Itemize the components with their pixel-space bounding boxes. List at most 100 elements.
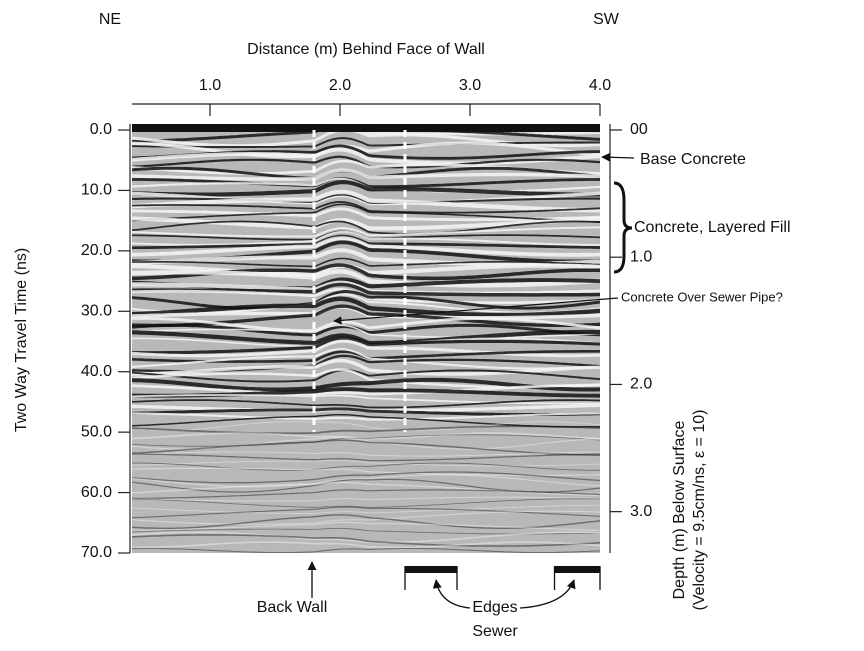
radar-band: [132, 234, 600, 250]
arrow: [601, 152, 635, 162]
radar-band: [132, 189, 600, 213]
radar-band: [132, 547, 600, 554]
chart-title: Distance (m) Behind Face of Wall: [247, 41, 485, 58]
y-tick-label: 70.0: [81, 544, 112, 561]
radar-band: [132, 226, 600, 238]
radar-band: [132, 439, 600, 457]
radar-band: [132, 432, 600, 440]
radar-band: [132, 348, 600, 370]
radar-band: [132, 324, 600, 339]
radar-band: [132, 437, 600, 450]
x-tick-label: 2.0: [329, 77, 351, 94]
corner-label: NE: [99, 11, 121, 28]
radar-band: [132, 316, 600, 333]
radar-band: [132, 478, 600, 493]
x-tick-label: 3.0: [459, 77, 481, 94]
y2-tick-label: 1.0: [630, 248, 652, 265]
y-tick-label: 60.0: [81, 484, 112, 501]
y-tick-label: 10.0: [81, 182, 112, 199]
radar-band: [132, 180, 600, 197]
y2-axis-sublabel: (Velocity = 9.5cm/ns, ε = 10): [691, 410, 708, 611]
x-tick-label: 4.0: [589, 77, 611, 94]
radar-band: [132, 177, 600, 189]
y-tick-label: 0.0: [90, 121, 112, 138]
radar-band: [132, 203, 600, 223]
annotation: Concrete Over Sewer Pipe?: [621, 289, 783, 304]
radar-band: [132, 290, 600, 310]
radar-band: [132, 269, 600, 288]
y-tick-label: 30.0: [81, 303, 112, 320]
radar-band: [132, 510, 600, 525]
y-tick-label: 50.0: [81, 423, 112, 440]
radar-band: [132, 147, 600, 166]
arrow: [432, 579, 471, 609]
radar-band: [132, 296, 600, 318]
radar-band: [132, 471, 600, 484]
radar-band: [132, 358, 600, 376]
radar-band: [132, 257, 600, 268]
y-axis-label: Two Way Travel Time (ns): [13, 248, 30, 432]
radar-band: [132, 521, 600, 532]
radar-band: [132, 207, 600, 222]
annotation: Back Wall: [257, 599, 328, 616]
annotation: Edges: [472, 599, 517, 616]
radar-band: [132, 421, 600, 431]
radar-band: [132, 425, 600, 435]
radar-band: [132, 514, 600, 529]
radar-band: [132, 541, 600, 549]
y-tick-label: 40.0: [81, 363, 112, 380]
y2-tick-label: 00: [630, 121, 648, 138]
radar-band: [132, 496, 600, 502]
radar-band: [132, 141, 600, 159]
radar-band: [132, 200, 600, 214]
radar-band: [132, 474, 600, 488]
radar-band: [132, 369, 600, 383]
overlay: 1.0 2.0 3.0 4.0 0.0 10.0 20.0 30.0 40.0 50.0 60.0 7…: [81, 77, 652, 590]
arrow: [333, 297, 619, 325]
radar-band: [132, 459, 600, 467]
radar-band: [132, 489, 600, 499]
radar-band: [132, 557, 600, 562]
radar-band: [132, 481, 600, 497]
radar-band: [132, 236, 600, 257]
radar-band: [132, 412, 600, 421]
annotation: Sewer: [472, 623, 518, 640]
x-tick-label: 1.0: [199, 77, 221, 94]
radar-band: [132, 220, 600, 235]
radar-band: [132, 336, 600, 355]
radar-band: [132, 230, 600, 246]
y-tick-label: 20.0: [81, 242, 112, 259]
annotation: Base Concrete: [640, 151, 746, 168]
radar-band: [132, 434, 600, 447]
annotation: Concrete, Layered Fill: [634, 219, 791, 236]
radar-band: [132, 531, 600, 544]
sewer-edge: [554, 566, 600, 573]
radar-band: [132, 339, 600, 358]
radar-band: [132, 413, 600, 428]
radar-band: [132, 383, 600, 396]
radar-band: [132, 534, 600, 547]
arrow: [519, 579, 576, 609]
brace: [613, 181, 633, 274]
radar-band: [132, 528, 600, 535]
y2-axis-label: Depth (m) Below Surface: [671, 421, 688, 600]
y2-tick-label: 3.0: [630, 503, 652, 520]
radar-band: [132, 323, 600, 337]
radar-band: [132, 498, 600, 508]
y2-tick-label: 2.0: [630, 376, 652, 393]
radar-band: [132, 504, 600, 514]
radar-band: [132, 168, 600, 181]
radar-band: [132, 467, 600, 477]
radargram: [132, 124, 600, 562]
radar-band: [132, 453, 600, 462]
radar-band: [132, 394, 600, 405]
corner-label: SW: [593, 11, 620, 28]
radar-band: [132, 553, 447, 554]
radar-band: [132, 451, 600, 457]
radar-band: [132, 506, 600, 519]
radar-band: [132, 137, 600, 148]
surface-band: [132, 124, 600, 132]
radar-band: [132, 399, 600, 409]
radar-band: [132, 462, 600, 471]
